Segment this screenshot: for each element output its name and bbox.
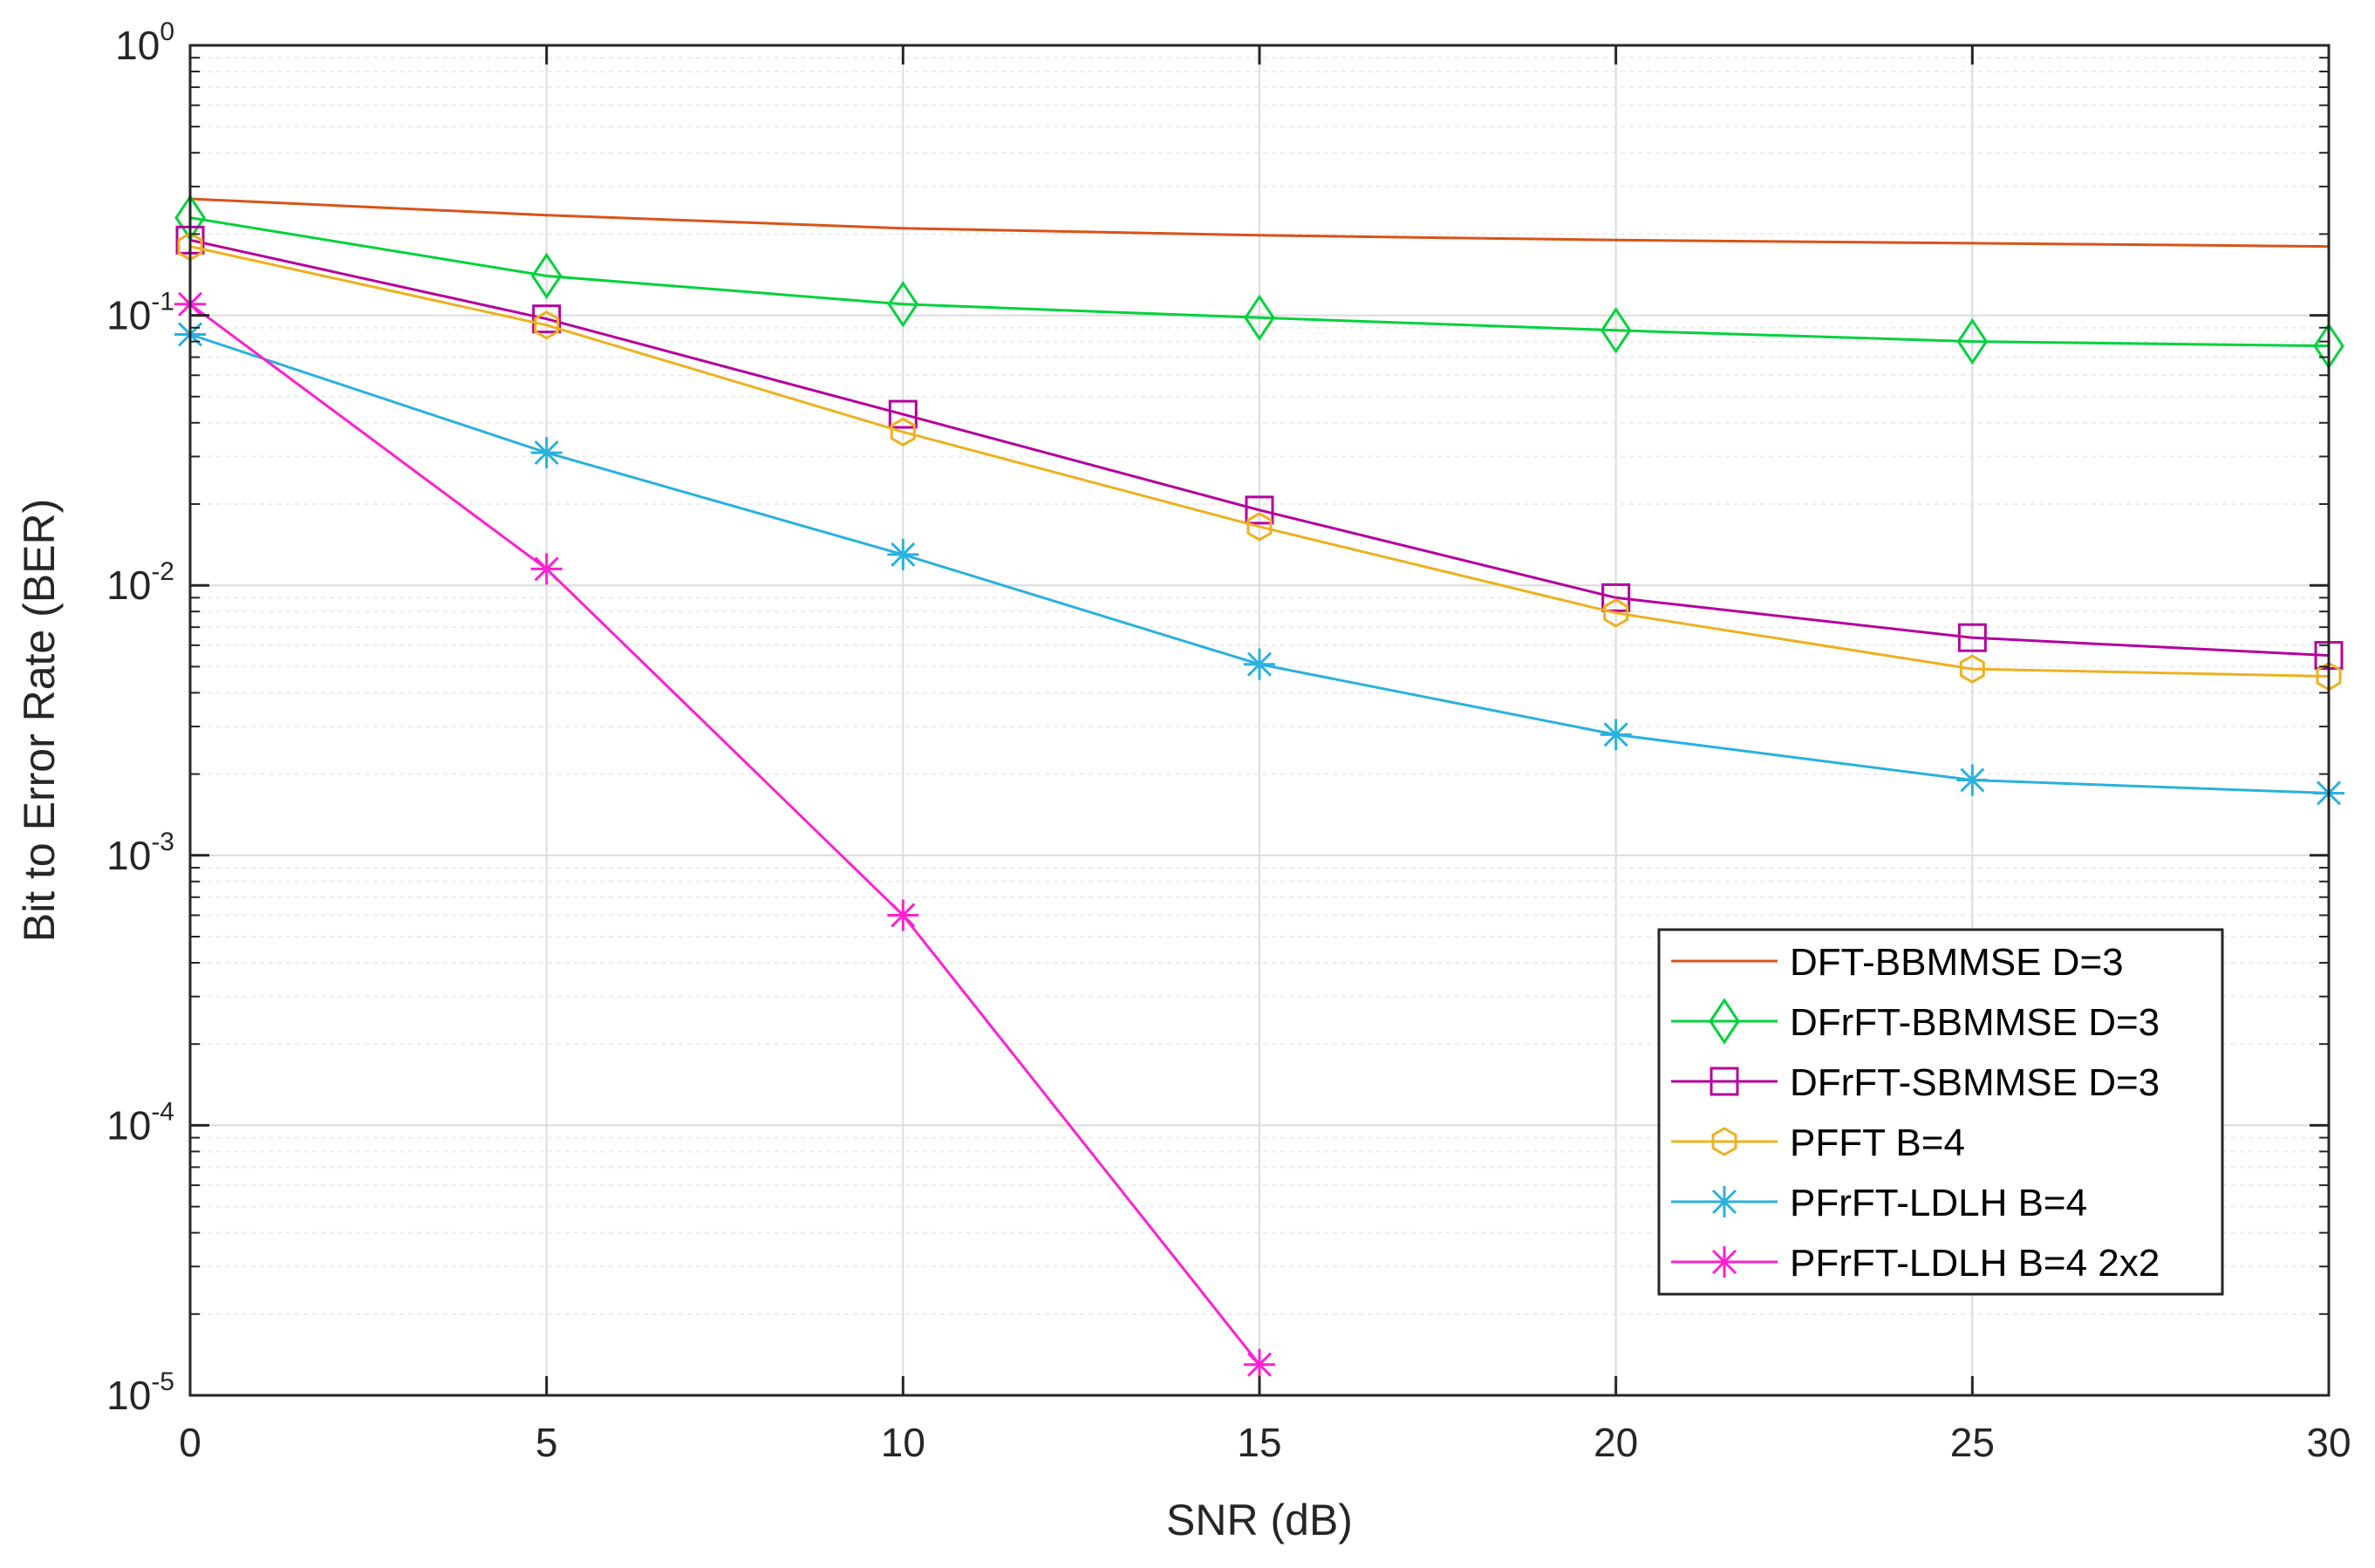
y-tick-label: 10-4 bbox=[106, 1097, 174, 1148]
x-tick-label: 0 bbox=[179, 1420, 201, 1465]
data-point bbox=[530, 437, 563, 469]
data-point bbox=[1956, 317, 1989, 365]
data-point bbox=[1603, 598, 1629, 628]
series-line bbox=[189, 303, 1261, 1366]
y-tick-labels: 100 10-1 10-2 10-3 10-4 10-5 bbox=[106, 17, 174, 1418]
legend-entry: PFrFT-LDLH B=4 2x2 bbox=[1671, 1242, 2160, 1285]
y-axis-title: Bit to Error Rate (BER) bbox=[15, 499, 64, 942]
legend-box bbox=[1657, 928, 2224, 1296]
data-point bbox=[1601, 583, 1631, 612]
data-point bbox=[532, 304, 562, 334]
legend-label: PFFT B=4 bbox=[1790, 1121, 1965, 1164]
data-point bbox=[1956, 764, 1989, 796]
legend-entry: PFFT B=4 bbox=[1671, 1121, 1965, 1164]
y-tick-label: 100 bbox=[115, 17, 174, 68]
x-axis-title: SNR (dB) bbox=[1166, 1496, 1353, 1544]
legend-label: DFT-BBMMSE D=3 bbox=[1790, 941, 2124, 984]
data-point bbox=[1957, 623, 1987, 652]
data-point bbox=[1600, 307, 1632, 354]
legend-label: DFrFT-SBMMSE D=3 bbox=[1790, 1061, 2160, 1104]
x-tick-label: 20 bbox=[1594, 1420, 1638, 1465]
data-point bbox=[1244, 648, 1275, 680]
data-point bbox=[1244, 294, 1275, 342]
y-tick-label: 10-2 bbox=[106, 557, 174, 608]
series-1 bbox=[189, 197, 2330, 249]
x-tick-labels: 0 5 10 15 20 25 30 bbox=[179, 1420, 2351, 1465]
legend-marker bbox=[1709, 998, 1740, 1045]
series-4 bbox=[177, 231, 2342, 692]
data-point bbox=[1246, 512, 1273, 542]
x-tick-label: 30 bbox=[2306, 1420, 2351, 1465]
axis-ticks bbox=[188, 44, 2331, 1397]
data-point bbox=[887, 281, 919, 328]
x-tick-label: 5 bbox=[536, 1420, 558, 1465]
legend-label: DFrFT-BBMMSE D=3 bbox=[1790, 1001, 2160, 1044]
legend-marker bbox=[1709, 1246, 1740, 1278]
data-point bbox=[887, 899, 919, 931]
data-point bbox=[890, 417, 916, 447]
y-tick-label: 10-3 bbox=[106, 828, 174, 878]
data-point bbox=[887, 538, 919, 570]
series-line bbox=[189, 197, 2330, 249]
legend-entry: DFrFT-SBMMSE D=3 bbox=[1671, 1061, 2160, 1104]
data-point bbox=[534, 310, 560, 340]
data-point bbox=[888, 399, 918, 429]
series-line bbox=[189, 245, 2330, 678]
legend-entry: DFT-BBMMSE D=3 bbox=[1671, 941, 2124, 984]
data-point bbox=[1600, 719, 1632, 751]
data-point bbox=[1959, 654, 1985, 684]
series-line bbox=[189, 238, 2330, 658]
x-tick-label: 15 bbox=[1237, 1420, 1281, 1465]
series-3 bbox=[175, 225, 2344, 671]
data-point bbox=[530, 252, 563, 300]
data-point bbox=[1245, 495, 1274, 525]
x-tick-label: 25 bbox=[1950, 1420, 1995, 1465]
legend-entry: DFrFT-BBMMSE D=3 bbox=[1671, 998, 2160, 1045]
x-tick-label: 10 bbox=[881, 1420, 925, 1465]
y-tick-label: 10-5 bbox=[106, 1367, 174, 1418]
legend-label: PFrFT-LDLH B=4 bbox=[1790, 1182, 2087, 1224]
series-layer bbox=[174, 194, 2344, 1381]
legend-marker bbox=[1711, 1127, 1737, 1156]
series-line bbox=[189, 216, 2330, 348]
legend-marker bbox=[1710, 1067, 1739, 1096]
y-tick-label: 10-1 bbox=[106, 288, 174, 338]
legend-label: PFrFT-LDLH B=4 2x2 bbox=[1790, 1242, 2160, 1285]
legend-entry: PFrFT-LDLH B=4 bbox=[1671, 1182, 2087, 1224]
data-point bbox=[1244, 1348, 1275, 1381]
data-point bbox=[530, 553, 563, 585]
legend: DFT-BBMMSE D=3 DFrFT-BBMMSE D=3 DFrFT-SBMM… bbox=[1657, 928, 2224, 1296]
legend-marker bbox=[1709, 1186, 1740, 1217]
